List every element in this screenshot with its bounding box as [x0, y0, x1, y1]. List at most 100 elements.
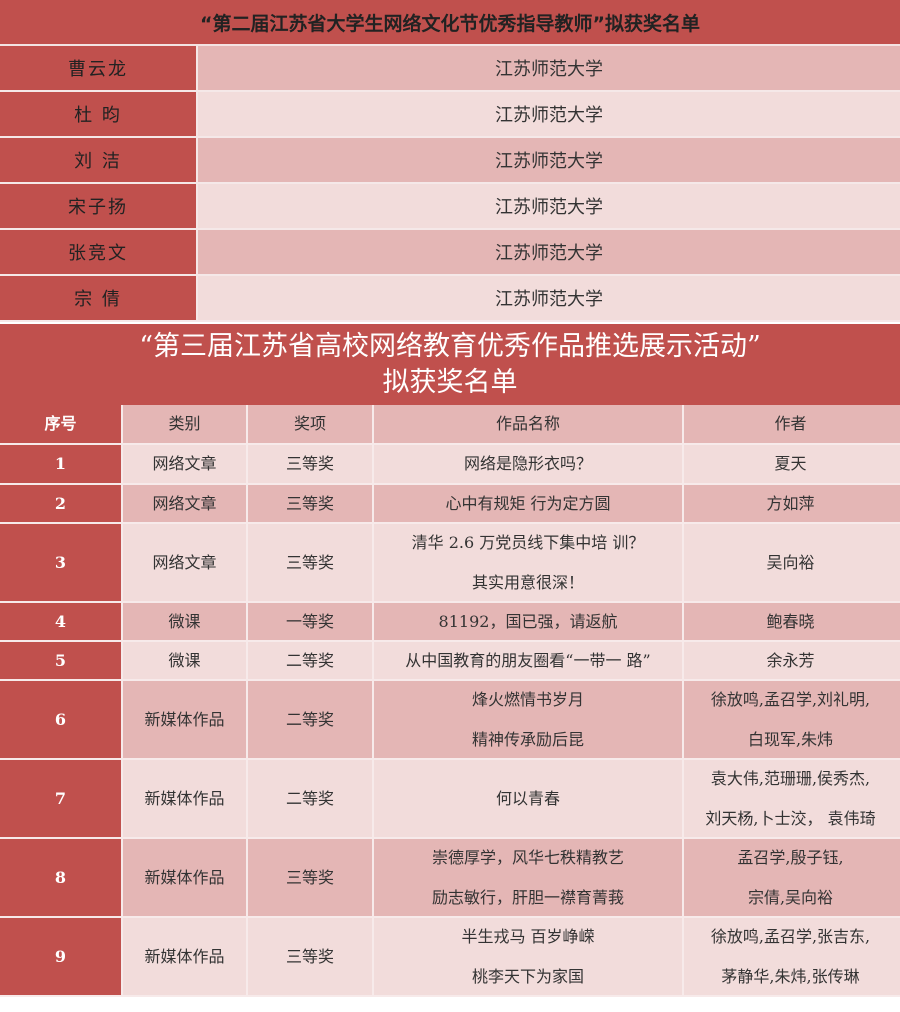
row-award: 三等奖	[248, 918, 374, 995]
row-award: 一等奖	[248, 603, 374, 640]
teacher-school: 江苏师范大学	[198, 46, 900, 90]
row-work: 何以青春	[374, 760, 684, 837]
row-no: 4	[0, 603, 123, 640]
table-row: 7 新媒体作品 二等奖 何以青春 袁大伟,范珊珊,侯秀杰, 刘天杨,卜士洨， 袁伟…	[0, 760, 900, 839]
work-line: 崇德厚学，风华七秩精教艺	[431, 847, 624, 867]
teacher-name: 宗 倩	[0, 276, 198, 320]
works-award-table: “第三届江苏省高校网络教育优秀作品推选展示活动” 拟获奖名单 序号 类别 奖项 …	[0, 324, 900, 997]
row-work: 崇德厚学，风华七秩精教艺 励志敏行，肝胆一襟育菁莪	[374, 839, 684, 916]
row-authors: 夏天	[684, 445, 897, 483]
work-line: 烽火燃情书岁月	[471, 689, 584, 709]
row-authors: 孟召学,殷子钰, 宗倩,吴向裕	[684, 839, 897, 916]
authors-line: 宗倩,吴向裕	[747, 887, 834, 907]
work-line: 精神传承励后昆	[471, 729, 584, 749]
header-award: 奖项	[248, 405, 374, 443]
work-line: 清华 2.6 万党员线下集中培 训？	[411, 532, 645, 552]
row-award: 三等奖	[248, 485, 374, 522]
row-award: 二等奖	[248, 681, 374, 758]
teacher-row: 张竞文 江苏师范大学	[0, 230, 900, 276]
row-authors: 鲍春晓	[684, 603, 897, 640]
work-line: 心中有规矩 行为定方圆	[445, 493, 611, 513]
table1-title: “第二届江苏省大学生网络文化节优秀指导教师”拟获奖名单	[0, 0, 900, 46]
row-category: 新媒体作品	[123, 760, 248, 837]
teacher-award-table: “第二届江苏省大学生网络文化节优秀指导教师”拟获奖名单 曹云龙 江苏师范大学杜 昀…	[0, 0, 900, 322]
table-row: 4 微课 一等奖 81192，国已强，请返航 鲍春晓	[0, 603, 900, 642]
row-category: 新媒体作品	[123, 918, 248, 995]
row-work: 网络是隐形衣吗？	[374, 445, 684, 483]
row-no: 6	[0, 681, 123, 758]
work-line: 半生戎马 百岁峥嵘	[461, 926, 595, 946]
row-award: 三等奖	[248, 839, 374, 916]
row-no: 7	[0, 760, 123, 837]
header-category: 类别	[123, 405, 248, 443]
teacher-school: 江苏师范大学	[198, 276, 900, 320]
authors-line: 夏天	[774, 454, 807, 473]
table-row: 8 新媒体作品 三等奖 崇德厚学，风华七秩精教艺 励志敏行，肝胆一襟育菁莪 孟召学…	[0, 839, 900, 918]
row-work: 心中有规矩 行为定方圆	[374, 485, 684, 522]
row-authors: 余永芳	[684, 642, 897, 679]
authors-line: 徐放鸣,孟召学,刘礼明,	[710, 689, 871, 709]
table-row: 6 新媒体作品 二等奖 烽火燃情书岁月 精神传承励后昆 徐放鸣,孟召学,刘礼明, 白…	[0, 681, 900, 760]
row-no: 5	[0, 642, 123, 679]
teacher-row: 曹云龙 江苏师范大学	[0, 46, 900, 92]
work-line: 桃李天下为家国	[471, 966, 584, 986]
row-category: 网络文章	[123, 445, 248, 483]
row-award: 三等奖	[248, 445, 374, 483]
work-line: 81192，国已强，请返航	[438, 611, 618, 631]
authors-line: 方如萍	[766, 493, 815, 513]
authors-line: 刘天杨,卜士洨， 袁伟琦	[705, 808, 876, 828]
teacher-row: 宋子扬 江苏师范大学	[0, 184, 900, 230]
work-line: 其实用意很深！	[471, 572, 584, 592]
teacher-name: 曹云龙	[0, 46, 198, 90]
table2-title-line2: 拟获奖名单	[382, 366, 518, 398]
work-line: 从中国教育的朋友圈看“一带一 路”	[405, 650, 651, 670]
row-category: 新媒体作品	[123, 681, 248, 758]
row-no: 3	[0, 524, 123, 601]
authors-line: 徐放鸣,孟召学,张吉东,	[710, 926, 871, 946]
teacher-name: 杜 昀	[0, 92, 198, 136]
table-row: 3 网络文章 三等奖 清华 2.6 万党员线下集中培 训？ 其实用意很深！ 吴向裕	[0, 524, 900, 603]
authors-line: 白现军,朱炜	[747, 729, 834, 749]
row-no: 1	[0, 445, 123, 483]
teacher-row: 刘 洁江苏师范大学	[0, 138, 900, 184]
row-authors: 袁大伟,范珊珊,侯秀杰, 刘天杨,卜士洨， 袁伟琦	[684, 760, 897, 837]
row-work: 烽火燃情书岁月 精神传承励后昆	[374, 681, 684, 758]
teacher-name: 刘 洁	[0, 138, 198, 182]
table2-header-row: 序号 类别 奖项 作品名称 作者	[0, 405, 900, 445]
row-no: 2	[0, 485, 123, 522]
teacher-school: 江苏师范大学	[198, 184, 900, 228]
header-author: 作者	[774, 414, 807, 433]
teacher-name: 张竞文	[0, 230, 198, 274]
table2-title: “第三届江苏省高校网络教育优秀作品推选展示活动” 拟获奖名单	[0, 324, 900, 405]
row-authors: 方如萍	[684, 485, 897, 522]
authors-line: 孟召学,殷子钰,	[737, 847, 844, 867]
row-award: 二等奖	[248, 642, 374, 679]
teacher-school: 江苏师范大学	[198, 92, 900, 136]
teacher-row: 杜 昀江苏师范大学	[0, 92, 900, 138]
row-work: 81192，国已强，请返航	[374, 603, 684, 640]
header-work: 作品名称	[374, 405, 684, 443]
work-line: 何以青春	[495, 788, 560, 808]
row-category: 微课	[123, 603, 248, 640]
row-authors: 吴向裕	[684, 524, 897, 601]
table-row: 9 新媒体作品 三等奖 半生戎马 百岁峥嵘 桃李天下为家国 徐放鸣,孟召学,张吉东…	[0, 918, 900, 997]
row-category: 网络文章	[123, 485, 248, 522]
work-line: 励志敏行，肝胆一襟育菁莪	[431, 887, 624, 907]
teacher-row: 宗 倩江苏师范大学	[0, 276, 900, 322]
row-no: 8	[0, 839, 123, 916]
row-category: 微课	[123, 642, 248, 679]
authors-line: 茅静华,朱炜,张传琳	[721, 966, 860, 986]
row-award: 三等奖	[248, 524, 374, 601]
row-award: 二等奖	[248, 760, 374, 837]
row-authors: 徐放鸣,孟召学,张吉东, 茅静华,朱炜,张传琳	[684, 918, 897, 995]
authors-line: 余永芳	[766, 650, 815, 670]
table-row: 1 网络文章 三等奖 网络是隐形衣吗？ 夏天	[0, 445, 900, 485]
row-authors: 徐放鸣,孟召学,刘礼明, 白现军,朱炜	[684, 681, 897, 758]
table-row: 5 微课 二等奖 从中国教育的朋友圈看“一带一 路” 余永芳	[0, 642, 900, 681]
row-work: 清华 2.6 万党员线下集中培 训？ 其实用意很深！	[374, 524, 684, 601]
authors-line: 吴向裕	[766, 552, 815, 572]
row-no: 9	[0, 918, 123, 995]
header-no: 序号	[0, 405, 123, 443]
row-work: 从中国教育的朋友圈看“一带一 路”	[374, 642, 684, 679]
work-line: 网络是隐形衣吗？	[463, 454, 592, 473]
